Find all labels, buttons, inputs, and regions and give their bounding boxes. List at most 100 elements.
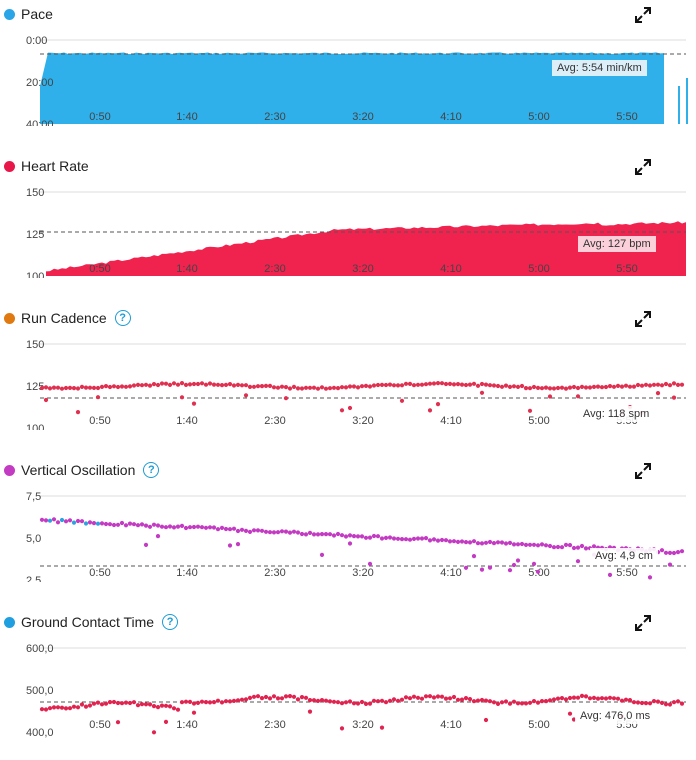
data-point (147, 702, 153, 707)
data-point (503, 541, 509, 546)
data-point (67, 706, 73, 711)
data-point (487, 565, 493, 570)
data-point (383, 700, 389, 705)
data-point (271, 530, 277, 535)
data-point (99, 384, 105, 389)
hr-header: Heart Rate (4, 156, 89, 176)
expand-icon[interactable] (634, 462, 652, 480)
help-icon[interactable]: ? (114, 310, 131, 326)
data-point (199, 525, 205, 530)
data-point (111, 522, 117, 528)
data-point (423, 694, 429, 699)
data-point (439, 381, 445, 386)
data-point (507, 701, 513, 706)
data-point (339, 408, 345, 413)
data-point (547, 543, 553, 549)
data-point (347, 699, 353, 704)
data-point (119, 384, 125, 389)
data-point (303, 385, 309, 390)
data-point (195, 381, 201, 387)
data-point (79, 384, 85, 389)
data-point (107, 522, 113, 527)
data-point (239, 527, 245, 532)
data-point (103, 701, 109, 706)
data-point (463, 565, 469, 570)
data-point (243, 393, 249, 398)
data-point (447, 381, 453, 386)
data-point (479, 697, 485, 703)
data-point (51, 705, 57, 710)
data-point (115, 720, 121, 725)
data-point (167, 382, 173, 387)
hr-avg-label: Avg: 127 bpm (578, 236, 656, 252)
data-point (359, 384, 365, 389)
data-point (95, 395, 101, 400)
data-point (567, 385, 573, 390)
data-point (295, 697, 301, 702)
data-point (575, 385, 581, 391)
data-point (611, 696, 617, 701)
y-tick-label: 7,5 (26, 491, 41, 503)
data-point (39, 517, 45, 522)
data-point (207, 525, 213, 530)
data-point (339, 533, 345, 538)
help-icon[interactable]: ? (162, 614, 179, 630)
data-point (451, 382, 457, 387)
data-point (203, 525, 209, 530)
help-icon[interactable]: ? (143, 462, 160, 478)
data-point (227, 543, 233, 548)
y-tick-label: 100 (26, 423, 44, 430)
data-point (667, 383, 673, 388)
pace-chart[interactable]: 0:00 20:00 40:00 0:50 1:40 2:30 3:20 4:10 5:00 5:… (0, 26, 696, 126)
data-point (71, 386, 77, 391)
data-point (191, 401, 197, 406)
data-point (315, 698, 321, 703)
data-point (203, 700, 209, 705)
expand-icon[interactable] (634, 310, 652, 328)
data-point (667, 702, 673, 707)
data-point (151, 704, 157, 709)
data-point (363, 535, 369, 540)
data-point (91, 385, 97, 390)
data-point (399, 398, 405, 403)
data-point (387, 382, 393, 387)
x-tick-label: 5:00 (528, 263, 549, 275)
data-point (215, 382, 221, 387)
data-point (155, 705, 161, 710)
data-point (259, 384, 265, 389)
data-point (491, 541, 497, 546)
data-point (111, 699, 117, 705)
hr-chart[interactable]: 150 125 100 0:50 1:40 2:30 3:20 4:10 5:00 5:50 (0, 178, 696, 278)
data-point (235, 382, 241, 387)
data-point (51, 385, 57, 390)
x-tick-label: 1:40 (176, 415, 197, 427)
data-point (247, 529, 253, 534)
data-point (175, 382, 181, 387)
data-point (299, 695, 305, 700)
data-point (587, 385, 593, 390)
expand-icon[interactable] (634, 614, 652, 632)
data-point (643, 701, 649, 706)
data-point (655, 382, 661, 387)
data-point (43, 518, 49, 523)
data-point (187, 699, 193, 704)
data-point (151, 522, 157, 527)
data-point (527, 408, 533, 413)
pace-header: Pace (4, 4, 53, 24)
data-point (535, 543, 541, 548)
data-point (207, 700, 213, 705)
data-point (119, 701, 125, 706)
data-point (427, 538, 433, 543)
data-point (355, 701, 361, 706)
vo-chart[interactable]: 7,55,02,50:501:402:303:204:105:005:50 (0, 482, 696, 582)
data-point (175, 707, 181, 712)
expand-icon[interactable] (634, 6, 652, 24)
data-point (339, 701, 345, 706)
data-point (183, 382, 189, 387)
expand-icon[interactable] (634, 158, 652, 176)
data-point (335, 386, 341, 391)
data-point (95, 521, 101, 526)
data-point (379, 536, 385, 541)
